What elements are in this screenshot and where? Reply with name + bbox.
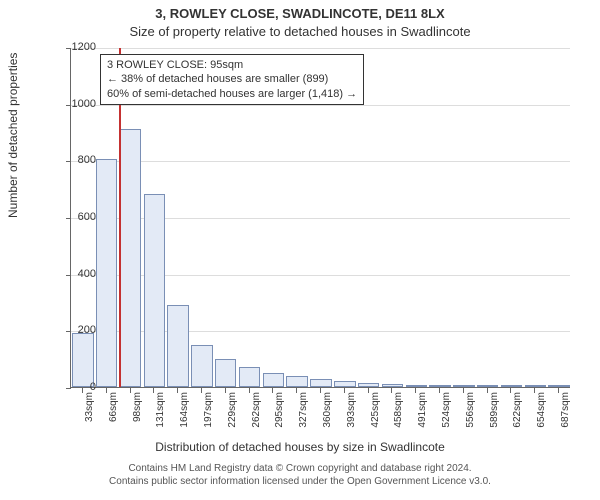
x-tick-mark	[558, 388, 559, 393]
histogram-bar	[72, 333, 93, 387]
histogram-bar	[120, 129, 141, 387]
x-tick-label: 687sqm	[560, 392, 571, 432]
x-tick-label: 33sqm	[84, 392, 95, 432]
histogram-bar	[453, 385, 474, 387]
histogram-bar	[501, 385, 522, 387]
x-tick-mark	[439, 388, 440, 393]
histogram-bar	[382, 384, 403, 387]
histogram-bar	[548, 385, 569, 387]
x-tick-label: 295sqm	[274, 392, 285, 432]
x-tick-label: 360sqm	[322, 392, 333, 432]
histogram-bar	[191, 345, 212, 388]
x-tick-label: 654sqm	[536, 392, 547, 432]
x-tick-mark	[320, 388, 321, 393]
y-tick-label: 400	[56, 268, 96, 280]
histogram-bar	[239, 367, 260, 387]
annotation-line2: ← 38% of detached houses are smaller (89…	[107, 72, 357, 86]
histogram-bar	[358, 383, 379, 387]
histogram-bar	[525, 385, 546, 387]
x-tick-label: 425sqm	[370, 392, 381, 432]
histogram-bar	[334, 381, 355, 387]
annotation-line3: 60% of semi-detached houses are larger (…	[107, 87, 357, 101]
x-tick-label: 491sqm	[417, 392, 428, 432]
annotation-box: 3 ROWLEY CLOSE: 95sqm ← 38% of detached …	[100, 54, 364, 105]
x-tick-label: 524sqm	[441, 392, 452, 432]
x-tick-mark	[177, 388, 178, 393]
x-tick-label: 622sqm	[512, 392, 523, 432]
grid-line	[71, 48, 570, 49]
x-tick-mark	[368, 388, 369, 393]
x-tick-mark	[463, 388, 464, 393]
histogram-bar	[477, 385, 498, 387]
y-axis-label: Number of detached properties	[6, 53, 20, 218]
x-axis-label: Distribution of detached houses by size …	[0, 440, 600, 454]
y-tick-label: 1200	[56, 41, 96, 53]
x-tick-mark	[249, 388, 250, 393]
x-tick-mark	[201, 388, 202, 393]
histogram-bar	[429, 385, 450, 387]
histogram-bar	[215, 359, 236, 387]
x-tick-label: 262sqm	[251, 392, 262, 432]
x-tick-label: 66sqm	[108, 392, 119, 432]
histogram-bar	[406, 385, 427, 387]
x-tick-mark	[487, 388, 488, 393]
x-tick-label: 458sqm	[393, 392, 404, 432]
x-tick-label: 98sqm	[132, 392, 143, 432]
annotation-line1: 3 ROWLEY CLOSE: 95sqm	[107, 58, 357, 72]
footer-line1: Contains HM Land Registry data © Crown c…	[0, 462, 600, 475]
histogram-bar	[286, 376, 307, 387]
histogram-bar	[144, 194, 165, 387]
histogram-bar	[96, 159, 117, 387]
x-tick-label: 229sqm	[227, 392, 238, 432]
x-tick-label: 131sqm	[155, 392, 166, 432]
x-tick-mark	[106, 388, 107, 393]
footer-line2: Contains public sector information licen…	[0, 475, 600, 488]
chart-container: 3, ROWLEY CLOSE, SWADLINCOTE, DE11 8LX S…	[0, 0, 600, 500]
histogram-bar	[167, 305, 188, 387]
y-tick-label: 800	[56, 154, 96, 166]
grid-line	[71, 161, 570, 162]
x-tick-label: 393sqm	[346, 392, 357, 432]
x-tick-mark	[130, 388, 131, 393]
x-tick-mark	[225, 388, 226, 393]
y-tick-label: 200	[56, 324, 96, 336]
x-tick-label: 327sqm	[298, 392, 309, 432]
chart-title-desc: Size of property relative to detached ho…	[0, 24, 600, 39]
x-tick-label: 589sqm	[489, 392, 500, 432]
x-tick-label: 197sqm	[203, 392, 214, 432]
histogram-bar	[310, 379, 331, 388]
chart-title-address: 3, ROWLEY CLOSE, SWADLINCOTE, DE11 8LX	[0, 6, 600, 21]
y-tick-label: 1000	[56, 98, 96, 110]
footer: Contains HM Land Registry data © Crown c…	[0, 462, 600, 488]
y-tick-label: 600	[56, 211, 96, 223]
x-tick-label: 164sqm	[179, 392, 190, 432]
x-tick-mark	[344, 388, 345, 393]
histogram-bar	[263, 373, 284, 387]
x-tick-label: 556sqm	[465, 392, 476, 432]
